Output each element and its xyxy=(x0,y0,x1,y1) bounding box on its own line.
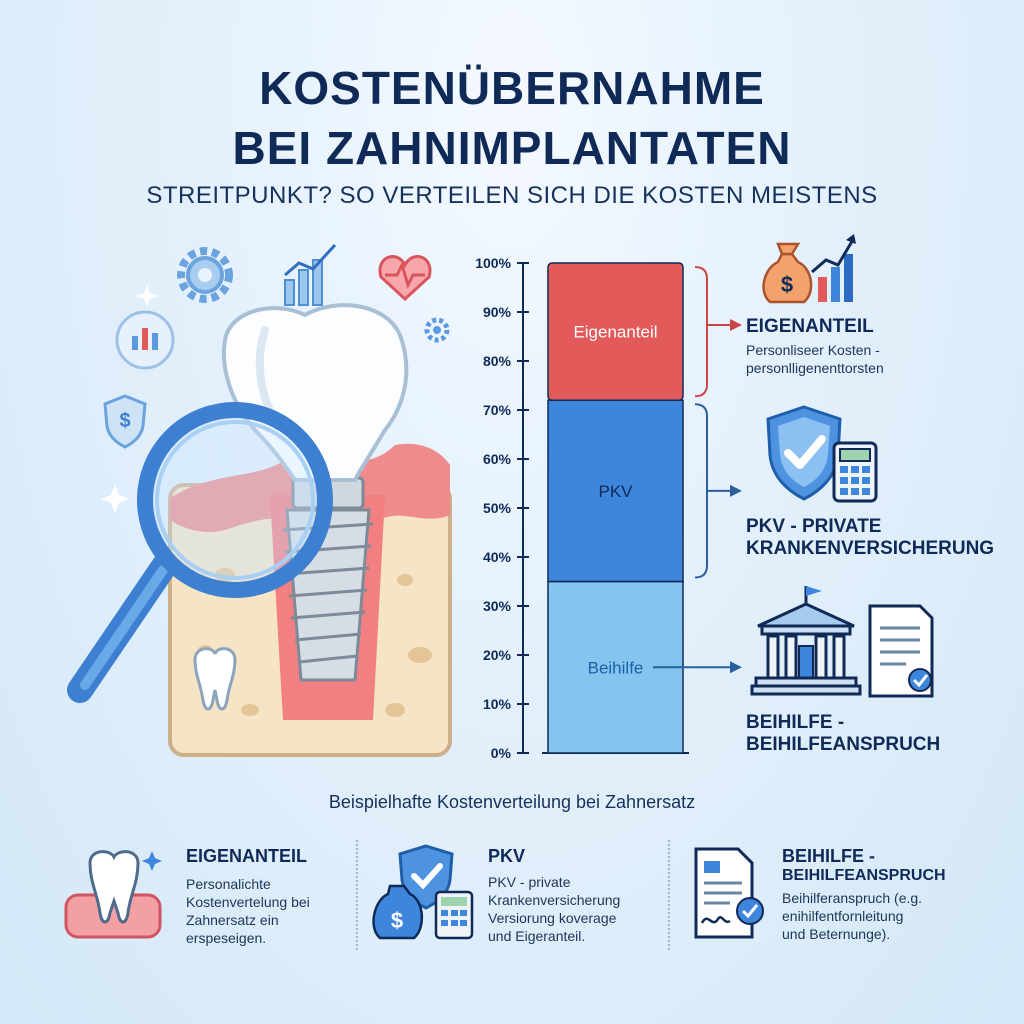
legend-pkv: PKV - PRIVATE KRANKENVERSICHERUNG xyxy=(746,516,994,560)
svg-text:$: $ xyxy=(781,272,793,297)
y-tick-label: 80% xyxy=(483,353,512,369)
document-check-icon xyxy=(690,845,770,950)
sparkle-icon xyxy=(101,485,129,513)
card-pkv-title: PKV xyxy=(488,846,526,866)
page-title: KOSTENÜBERNAHME BEI ZAHNIMPLANTATEN xyxy=(0,58,1024,178)
government-building-icon xyxy=(750,584,940,709)
gear-icon xyxy=(177,247,233,303)
card-eigenanteil-line-4: erspeseigen. xyxy=(186,930,267,946)
y-tick-label: 20% xyxy=(483,647,512,663)
arrowhead-beihilfe xyxy=(730,661,742,674)
bar-segment-pkv xyxy=(547,399,684,583)
bar-chart-icon xyxy=(115,310,175,370)
legend-beihilfe: BEIHILFE - BEIHILFEANSPRUCH xyxy=(746,712,940,756)
card-eigenanteil: EIGENANTEIL Personalichte Kostenvertelun… xyxy=(186,846,310,947)
cost-distribution-chart: 0% 10% 20% 30% 40% 50% 60% 70% 80% 90% 100% Beihilf… xyxy=(475,255,742,761)
card-pkv-line-1: PKV - private xyxy=(488,874,571,890)
card-eigenanteil-line-2: Kostenvertelung bei xyxy=(186,894,310,910)
card-beihilfe-line-1: Beihilferanspruch (e.g. xyxy=(782,890,923,906)
legend-eigenanteil-text-2: personlligenenttorsten xyxy=(746,360,884,376)
bar-label-pkv: PKV xyxy=(598,482,633,501)
card-divider xyxy=(668,840,670,950)
card-pkv: PKV PKV - private Krankenversicherung Ve… xyxy=(488,846,620,945)
legend-beihilfe-title-2: BEIHILFEANSPRUCH xyxy=(746,734,941,755)
bracket-eigenanteil xyxy=(694,266,708,398)
y-tick-label: 70% xyxy=(483,402,512,418)
crown-tooth xyxy=(222,303,409,482)
card-beihilfe-line-2: enihilfentfornleitung xyxy=(782,908,904,924)
small-tooth-icon xyxy=(193,647,237,711)
legend-eigenanteil-text-1: Personliseer Kosten - xyxy=(746,342,880,358)
shield-calculator-icon xyxy=(762,403,882,513)
legend-eigenanteil: EIGENANTEIL Personliseer Kosten - person… xyxy=(746,316,884,377)
money-shield-icon: $ xyxy=(370,842,480,947)
card-beihilfe-line-3: und Beternunge). xyxy=(782,926,891,942)
card-eigenanteil-line-1: Personalichte xyxy=(186,876,271,892)
legend-pkv-title: PKV - PRIVATE xyxy=(746,516,882,537)
card-eigenanteil-line-3: Zahnersatz ein xyxy=(186,912,279,928)
small-gear-icon xyxy=(424,317,450,343)
card-pkv-line-4: und Eigeranteil. xyxy=(488,928,586,944)
card-pkv-line-3: Versiorung koverage xyxy=(488,910,617,926)
title-line-2: BEI ZAHNIMPLANTATEN xyxy=(232,122,792,174)
y-tick-label: 0% xyxy=(491,745,512,761)
title-line-1: KOSTENÜBERNAHME xyxy=(259,62,765,114)
svg-text:$: $ xyxy=(391,908,403,933)
bar-segment-eigenanteil xyxy=(547,262,684,401)
sparkle-icon xyxy=(136,285,158,307)
y-tick-label: 30% xyxy=(483,598,512,614)
card-pkv-line-2: Krankenversicherung xyxy=(488,892,621,908)
arrowhead-pkv xyxy=(730,484,742,497)
card-beihilfe-title-2: BEIHILFEANSPRUCH xyxy=(782,867,946,884)
y-tick-label: 90% xyxy=(483,304,512,320)
bar-label-beihilfe: Beihilfe xyxy=(588,658,644,677)
bar-label-eigenanteil: Eigenanteil xyxy=(573,323,657,342)
trend-chart-icon xyxy=(284,243,337,306)
svg-text:$: $ xyxy=(119,410,130,432)
y-tick-label: 40% xyxy=(483,549,512,565)
magnifying-glass-icon xyxy=(67,402,333,703)
legend-beihilfe-title: BEIHILFE - xyxy=(746,712,845,733)
card-divider xyxy=(356,840,358,950)
arrowhead-eigenanteil xyxy=(730,319,742,331)
heart-pulse-icon xyxy=(378,255,432,302)
card-eigenanteil-title: EIGENANTEIL xyxy=(186,846,308,866)
y-tick-label: 60% xyxy=(483,451,512,467)
tooth-icon xyxy=(60,845,170,950)
y-tick-label: 100% xyxy=(475,255,511,271)
chart-caption: Beispielhafte Kostenverteilung bei Zahne… xyxy=(328,792,696,812)
bracket-pkv xyxy=(694,403,708,579)
card-beihilfe-title: BEIHILFE - xyxy=(782,846,875,866)
y-tick-label: 50% xyxy=(483,500,512,516)
shield-dollar-icon: $ xyxy=(103,394,147,449)
dental-implant-illustration: $ xyxy=(67,243,452,757)
legend-pkv-title-2: KRANKENVERSICHERUNG xyxy=(746,538,995,559)
y-tick-label: 10% xyxy=(483,696,512,712)
subtitle: STREITPUNKT? SO VERTEILEN SICH DIE KOSTE… xyxy=(146,182,878,209)
legend-eigenanteil-title: EIGENANTEIL xyxy=(746,316,874,337)
money-bag-growth-icon: $ xyxy=(760,232,860,312)
card-beihilfe: BEIHILFE - BEIHILFEANSPRUCH Beihilferans… xyxy=(782,846,946,943)
